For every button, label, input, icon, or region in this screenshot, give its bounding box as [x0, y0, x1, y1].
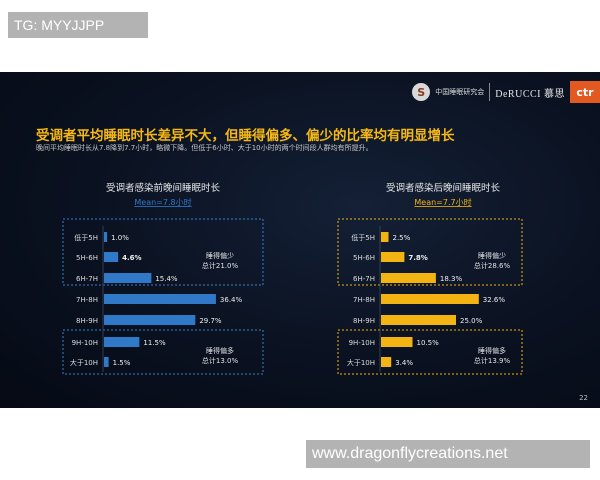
category-label: 7H-8H	[353, 296, 375, 304]
category-label: 低于5H	[351, 233, 375, 242]
page-number: 22	[579, 394, 588, 402]
value-label: 25.0%	[460, 317, 483, 325]
group-box-long	[337, 329, 523, 375]
category-label: 大于10H	[347, 358, 375, 367]
watermark-top: TG: MYYJJPP	[8, 12, 148, 38]
chart-title: 受调者感染后晚间睡眠时长	[386, 182, 501, 194]
group-label-long: 睡得偏多	[206, 346, 234, 355]
category-label: 9H-10H	[349, 339, 375, 347]
brand-derucci: DeRUCCI 慕思	[495, 88, 565, 100]
group-total-long: 总计13.9%	[474, 356, 511, 365]
value-label: 10.5%	[417, 339, 440, 347]
bar	[104, 273, 152, 283]
mean-label: Mean=7.8小时	[134, 197, 191, 207]
slide-subtitle: 晚间平均睡眠时长从7.8降到7.7小时，略微下降。但低于6小时、大于10小时的两…	[36, 144, 373, 152]
category-label: 8H-9H	[76, 317, 98, 325]
slide: S 中国睡眠研究会 DeRUCCI 慕思 ctr 受调者平均睡眠时长差异不大，但…	[0, 72, 600, 408]
category-label: 5H-6H	[76, 254, 98, 262]
org-name: 中国睡眠研究会	[435, 88, 485, 96]
watermark-bottom: www.dragonflycreations.net	[306, 440, 590, 468]
slide-title: 受调者平均睡眠时长差异不大，但睡得偏多、偏少的比率均有明显增长	[36, 128, 455, 144]
category-label: 8H-9H	[353, 317, 375, 325]
mean-label: Mean=7.7小时	[414, 197, 471, 207]
category-label: 6H-7H	[353, 275, 375, 283]
value-label: 15.4%	[155, 275, 178, 283]
logo-group: S 中国睡眠研究会 DeRUCCI 慕思 ctr	[412, 81, 600, 103]
group-total-short: 总计21.0%	[202, 261, 239, 270]
bar	[381, 315, 456, 325]
value-label: 3.4%	[395, 359, 413, 367]
group-label-long: 睡得偏多	[478, 346, 506, 355]
value-label: 29.7%	[199, 317, 222, 325]
bar	[104, 357, 109, 367]
bar	[104, 252, 119, 262]
value-label: 1.0%	[111, 234, 129, 242]
bar	[381, 294, 479, 304]
category-label: 7H-8H	[76, 296, 98, 304]
value-label: 1.5%	[113, 359, 131, 367]
chart-title: 受调者感染前晚间睡眠时长	[106, 182, 221, 194]
bar	[381, 337, 413, 347]
category-label: 大于10H	[70, 358, 98, 367]
bar	[381, 357, 392, 367]
bar	[104, 315, 196, 325]
group-box-long	[62, 329, 264, 375]
value-label: 2.5%	[393, 234, 411, 242]
category-label: 9H-10H	[72, 339, 98, 347]
bar	[104, 337, 140, 347]
bar	[104, 294, 216, 304]
value-label: 7.8%	[408, 254, 427, 262]
value-label: 4.6%	[122, 254, 141, 262]
bar	[381, 273, 436, 283]
group-total-short: 总计28.6%	[474, 261, 511, 270]
value-label: 32.6%	[483, 296, 506, 304]
category-label: 5H-6H	[353, 254, 375, 262]
bar	[104, 232, 108, 242]
group-total-long: 总计13.0%	[202, 356, 239, 365]
category-label: 6H-7H	[76, 275, 98, 283]
value-label: 11.5%	[143, 339, 166, 347]
logo-divider	[489, 83, 491, 101]
group-label-short: 睡得偏少	[206, 251, 234, 260]
bar	[381, 232, 389, 242]
value-label: 18.3%	[440, 275, 463, 283]
bar	[381, 252, 405, 262]
group-box-short	[337, 218, 523, 286]
brand-ctr-logo: ctr	[570, 81, 600, 103]
category-label: 低于5H	[74, 233, 98, 242]
sleep-society-logo-icon: S	[412, 83, 431, 101]
group-box-short	[62, 218, 264, 286]
group-label-short: 睡得偏少	[478, 251, 506, 260]
value-label: 36.4%	[220, 296, 243, 304]
